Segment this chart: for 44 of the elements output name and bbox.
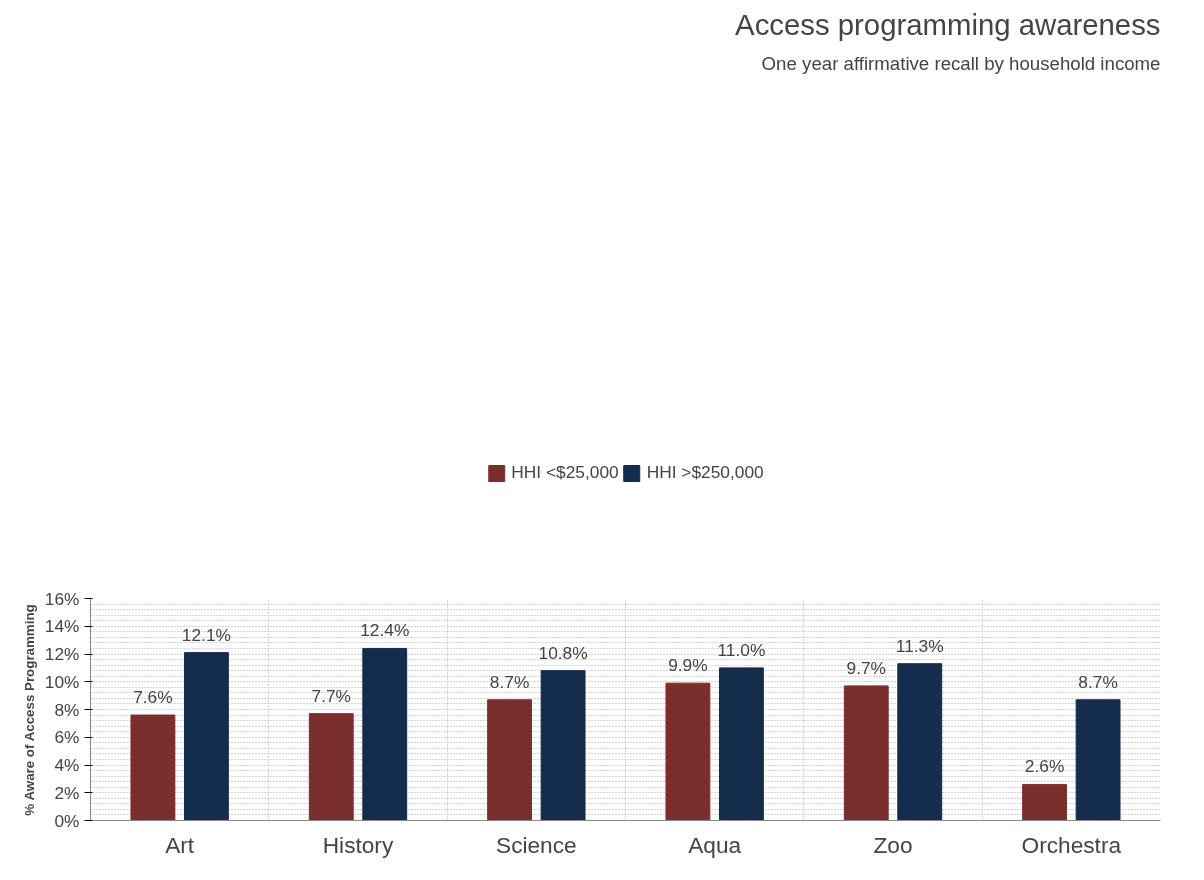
data-label: 9.9% bbox=[668, 655, 708, 676]
data-label: 11.0% bbox=[717, 639, 766, 660]
y-tick-label: 8% bbox=[54, 699, 80, 720]
bar bbox=[718, 667, 764, 821]
x-tick-label: Art bbox=[165, 831, 195, 858]
y-tick-label: 12% bbox=[44, 644, 80, 664]
x-tick-label: Zoo bbox=[873, 831, 913, 858]
y-tick-label: 0% bbox=[54, 810, 80, 831]
data-label: 7.7% bbox=[311, 685, 351, 706]
bar bbox=[1022, 783, 1068, 821]
y-tick-label: 10% bbox=[44, 671, 80, 692]
chart-subtitle: One year affirmative recall by household income bbox=[761, 52, 1161, 74]
x-tick-label: Orchestra bbox=[1021, 831, 1122, 858]
bar bbox=[843, 685, 889, 821]
chart-title: Access programming awareness bbox=[735, 7, 1161, 41]
bar bbox=[665, 682, 711, 821]
data-label: 2.6% bbox=[1024, 756, 1065, 777]
y-axis-title: % Aware of Access Programming bbox=[21, 604, 37, 816]
bar bbox=[487, 699, 533, 821]
y-tick-label: 14% bbox=[44, 616, 80, 637]
data-label: 12.4% bbox=[360, 620, 410, 641]
data-label: 8.7% bbox=[1078, 671, 1118, 692]
bar bbox=[1075, 699, 1121, 821]
y-tick-label: 2% bbox=[54, 782, 80, 803]
data-label: 8.7% bbox=[489, 671, 530, 692]
bar bbox=[308, 713, 354, 821]
data-label: 12.1% bbox=[181, 624, 231, 645]
x-tick-label: Aqua bbox=[688, 831, 742, 858]
bar bbox=[130, 714, 176, 821]
y-tick-label: 4% bbox=[54, 755, 80, 775]
data-label: 7.6% bbox=[133, 687, 173, 708]
bar bbox=[183, 652, 229, 821]
data-label: 11.3% bbox=[895, 635, 944, 656]
x-tick-label: Science bbox=[496, 831, 577, 858]
bar bbox=[897, 663, 943, 821]
data-label: 9.7% bbox=[846, 657, 886, 678]
bar bbox=[362, 647, 408, 821]
legend-label: HHI <$25,000 bbox=[511, 462, 619, 484]
x-tick-label: History bbox=[322, 831, 394, 858]
bar bbox=[540, 670, 586, 821]
y-tick-label: 6% bbox=[54, 727, 80, 748]
data-label: 10.8% bbox=[538, 642, 588, 663]
y-tick-label: 16% bbox=[44, 588, 80, 609]
legend-label: HHI >$250,000 bbox=[646, 462, 764, 484]
